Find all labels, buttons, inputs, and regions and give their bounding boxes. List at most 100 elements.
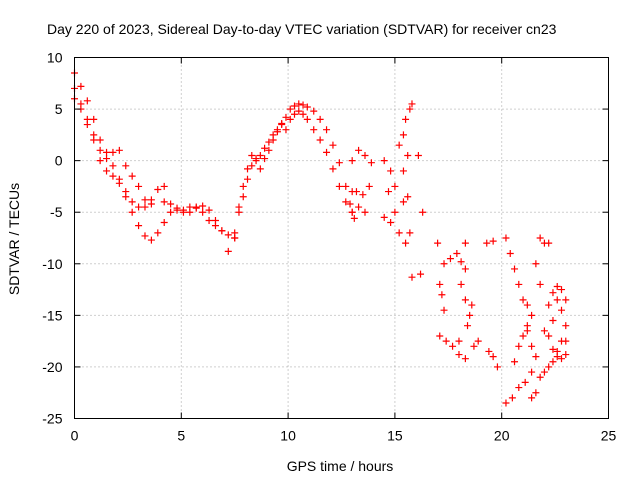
- x-axis-label: GPS time / hours: [287, 458, 394, 474]
- data-point: [434, 239, 442, 247]
- x-tick-label: 5: [177, 428, 185, 444]
- data-point: [154, 229, 162, 237]
- data-point: [515, 342, 523, 350]
- data-point: [135, 203, 143, 211]
- data-point: [562, 322, 570, 330]
- y-tick-label: -25: [42, 411, 62, 427]
- data-point: [436, 280, 444, 288]
- data-point: [147, 236, 155, 244]
- data-point: [310, 107, 318, 115]
- data-point: [359, 191, 367, 199]
- data-point: [256, 151, 264, 159]
- data-point: [532, 353, 540, 361]
- data-point: [103, 155, 111, 163]
- data-point: [406, 229, 414, 237]
- data-point: [455, 337, 463, 345]
- series-track-10: [434, 237, 501, 371]
- x-tick-label: 20: [494, 428, 510, 444]
- y-axis-label: SDTVAR / TECUs: [6, 183, 22, 295]
- data-point: [261, 155, 269, 163]
- data-point: [160, 198, 168, 206]
- data-point: [461, 355, 469, 363]
- data-point: [367, 159, 375, 167]
- y-tick-label: -10: [42, 256, 62, 272]
- data-point: [453, 249, 461, 257]
- data-point: [562, 296, 570, 304]
- y-tick-label: -20: [42, 359, 62, 375]
- data-point: [502, 399, 510, 407]
- data-point: [402, 115, 410, 123]
- x-tick-label: 25: [601, 428, 617, 444]
- y-tick-label: -15: [42, 307, 62, 323]
- data-point: [128, 172, 136, 180]
- data-point: [103, 167, 111, 175]
- data-point: [440, 260, 448, 268]
- data-point: [77, 82, 85, 90]
- data-point: [532, 260, 540, 268]
- data-point: [511, 358, 519, 366]
- data-point: [186, 203, 194, 211]
- data-point: [361, 208, 369, 216]
- data-point: [489, 353, 497, 361]
- data-point: [528, 394, 536, 402]
- data-point: [135, 182, 143, 190]
- data-point: [404, 193, 412, 201]
- y-tick-label: 5: [55, 101, 63, 117]
- data-point: [562, 337, 570, 345]
- data-point: [154, 186, 162, 194]
- data-point: [346, 200, 354, 208]
- data-point: [457, 258, 465, 266]
- data-point: [553, 296, 561, 304]
- data-point: [235, 208, 243, 216]
- data-point: [521, 378, 529, 386]
- data-point: [523, 327, 531, 335]
- axis-ticks: 0 5 10 15 20 25 -25 -20 -15 -10 -5 0 5 10: [42, 50, 616, 444]
- data-point: [558, 286, 566, 294]
- data-point: [261, 144, 269, 152]
- data-point: [329, 141, 337, 149]
- data-point: [528, 311, 536, 319]
- data-point: [348, 157, 356, 165]
- data-point: [265, 146, 273, 154]
- data-point: [256, 165, 264, 173]
- data-point: [419, 208, 427, 216]
- data-point: [515, 280, 523, 288]
- data-point: [483, 239, 491, 247]
- data-point: [141, 196, 149, 204]
- data-point: [361, 151, 369, 159]
- data-point: [461, 265, 469, 273]
- data-point: [387, 219, 395, 227]
- chart-title: Day 220 of 2023, Sidereal Day-to-day VTE…: [47, 21, 557, 37]
- data-point: [248, 151, 256, 159]
- data-point: [122, 162, 130, 170]
- data-point: [468, 301, 476, 309]
- data-point: [83, 121, 91, 129]
- data-point: [485, 347, 493, 355]
- data-point: [135, 222, 143, 230]
- data-point: [252, 157, 260, 165]
- data-point: [286, 115, 294, 123]
- data-point: [303, 115, 311, 123]
- x-tick-label: 10: [280, 428, 296, 444]
- y-tick-label: -5: [50, 204, 63, 220]
- series-track-11: [502, 234, 570, 407]
- data-point: [269, 131, 277, 139]
- data-point: [299, 101, 307, 109]
- data-point: [402, 239, 410, 247]
- data-point: [239, 193, 247, 201]
- data-point: [449, 342, 457, 350]
- data-point: [553, 282, 561, 290]
- data-point: [399, 167, 407, 175]
- data-point: [457, 280, 465, 288]
- data-point: [323, 148, 331, 156]
- data-point: [231, 229, 239, 237]
- data-point: [248, 162, 256, 170]
- data-point: [545, 301, 553, 309]
- data-point: [558, 355, 566, 363]
- data-points: [71, 69, 570, 407]
- data-point: [278, 120, 286, 128]
- data-point: [395, 141, 403, 149]
- data-point: [470, 342, 478, 350]
- data-point: [173, 204, 181, 212]
- data-point: [461, 296, 469, 304]
